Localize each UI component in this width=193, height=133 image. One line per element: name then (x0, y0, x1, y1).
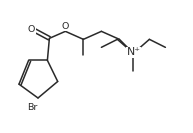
Text: O: O (28, 25, 35, 34)
Text: Br: Br (27, 103, 37, 113)
Text: N⁺: N⁺ (126, 47, 140, 57)
Text: O: O (62, 22, 69, 31)
